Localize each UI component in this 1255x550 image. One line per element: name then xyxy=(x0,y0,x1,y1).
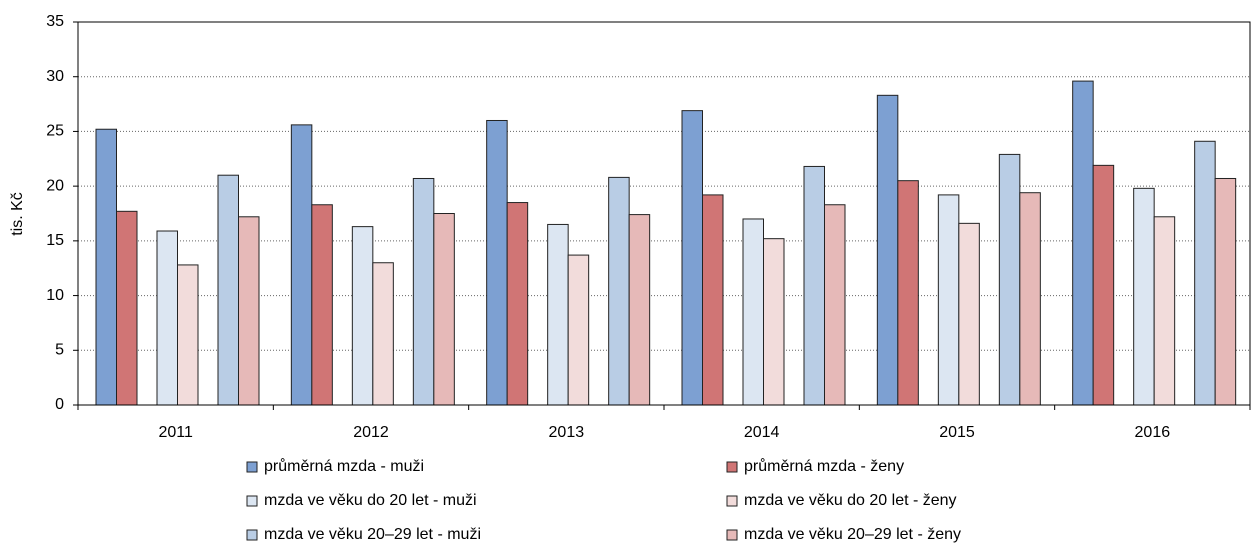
legend-swatch xyxy=(726,461,738,473)
y-axis-label: tis. Kč xyxy=(9,192,26,236)
bar xyxy=(1019,192,1041,406)
bar xyxy=(486,119,508,406)
bar xyxy=(177,264,199,406)
legend-swatch xyxy=(246,461,258,473)
legend-swatch xyxy=(726,495,738,507)
bar xyxy=(290,124,313,406)
bar xyxy=(702,194,724,406)
bar xyxy=(351,226,374,406)
bar xyxy=(628,214,651,406)
bar xyxy=(958,222,980,406)
x-tick-label: 2015 xyxy=(939,424,975,441)
bar xyxy=(156,230,178,406)
bar xyxy=(876,94,899,406)
bar xyxy=(742,218,764,406)
y-tick-label: 35 xyxy=(46,13,64,30)
bar xyxy=(803,165,825,406)
legend-label: mzda ve věku do 20 let - muži xyxy=(264,492,477,509)
y-tick-label: 30 xyxy=(46,68,64,85)
x-tick-label: 2012 xyxy=(353,424,389,441)
bar xyxy=(217,174,239,406)
legend-swatch xyxy=(246,495,258,507)
bar xyxy=(547,223,569,406)
bar xyxy=(681,110,703,406)
bar xyxy=(567,254,590,406)
legend-label: mzda ve věku 20–29 let - muži xyxy=(264,526,481,543)
y-tick-label: 5 xyxy=(55,342,64,359)
bar xyxy=(897,180,919,406)
bar xyxy=(433,213,455,406)
bar xyxy=(824,204,846,406)
y-tick-label: 20 xyxy=(46,177,64,194)
bar xyxy=(311,204,333,406)
legend-swatch xyxy=(726,529,738,541)
bar xyxy=(372,262,394,406)
bar xyxy=(238,216,260,406)
bar xyxy=(116,210,138,406)
bar xyxy=(1092,164,1115,406)
bar xyxy=(1214,177,1237,406)
x-tick-label: 2013 xyxy=(549,424,585,441)
y-tick-label: 0 xyxy=(55,396,64,413)
y-tick-label: 10 xyxy=(46,287,64,304)
bar xyxy=(506,202,529,406)
legend-label: průměrná mzda - ženy xyxy=(744,457,904,475)
bar xyxy=(1194,140,1216,406)
legend-swatch xyxy=(246,529,258,541)
y-tick-label: 25 xyxy=(46,123,64,140)
bar xyxy=(1072,80,1094,406)
bar xyxy=(998,153,1021,406)
bar xyxy=(763,238,785,406)
x-tick-label: 2016 xyxy=(1135,424,1171,441)
bar xyxy=(608,176,630,406)
legend-label: mzda ve věku 20–29 let - ženy xyxy=(744,526,961,543)
legend-label: mzda ve věku do 20 let - ženy xyxy=(744,492,957,509)
bar xyxy=(95,128,117,406)
x-tick-label: 2014 xyxy=(744,424,780,441)
y-tick-label: 15 xyxy=(46,232,64,249)
bar xyxy=(937,194,960,406)
bar xyxy=(412,177,435,406)
x-tick-label: 2011 xyxy=(158,424,193,441)
bar xyxy=(1133,187,1155,406)
bar xyxy=(1153,216,1176,406)
legend-label: průměrná mzda - muži xyxy=(264,457,424,475)
